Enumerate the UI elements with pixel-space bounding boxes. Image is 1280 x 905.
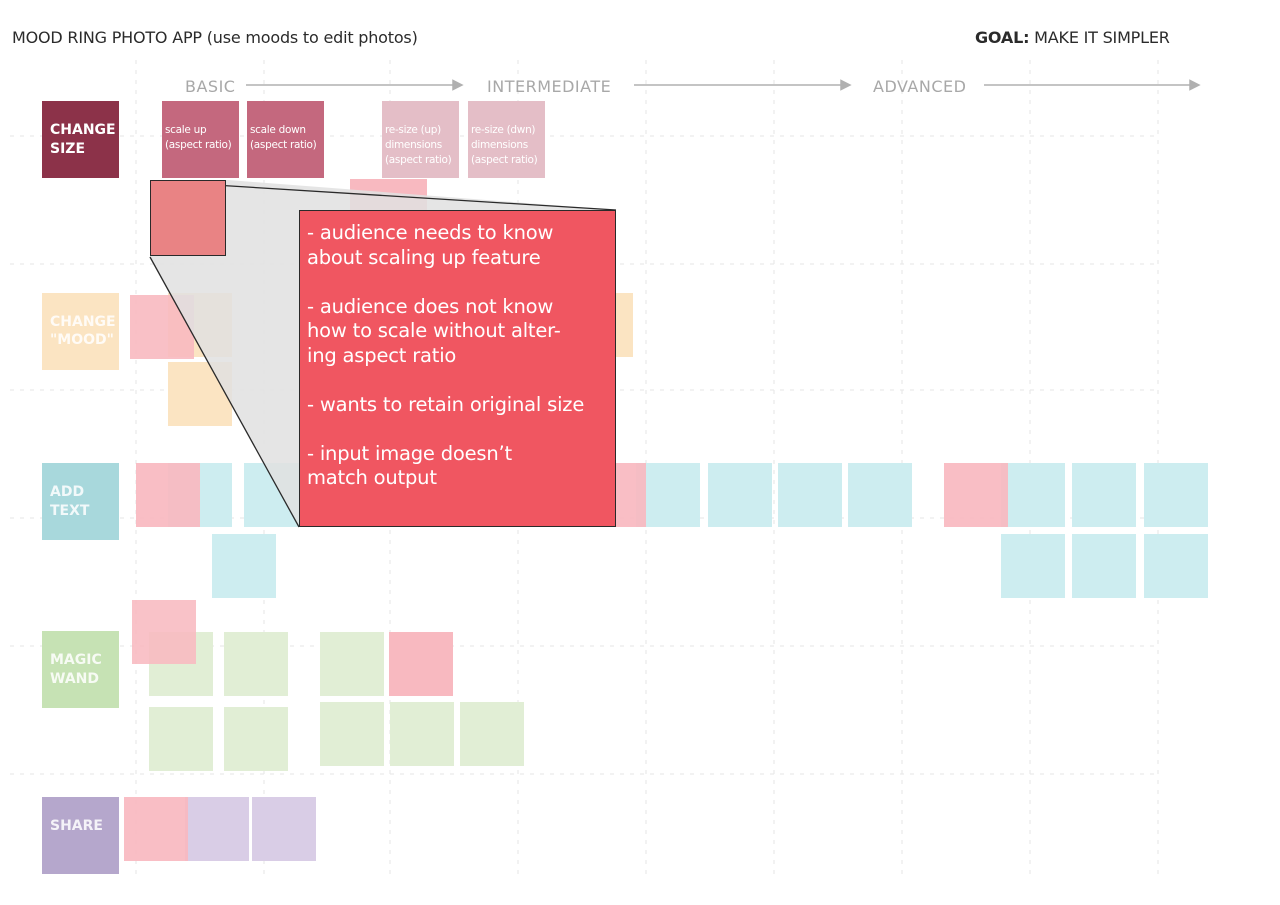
feature-line: (aspect ratio): [385, 154, 452, 166]
row-label-line: CHANGE: [50, 122, 116, 138]
feature-line: re-size (up): [385, 124, 441, 136]
row-label-line: SHARE: [50, 818, 103, 834]
stage-basic: BASIC: [185, 77, 236, 96]
magic-box[interactable]: [320, 702, 384, 766]
magic-box[interactable]: [224, 632, 288, 696]
callout-shading: [150, 180, 616, 527]
insight-line: - audience does not know: [307, 294, 554, 318]
feature-line: dimensions: [385, 139, 442, 151]
text-box[interactable]: [778, 463, 842, 527]
row-label-change-mood[interactable]: CHANGE "MOOD": [42, 293, 119, 370]
row-label-magic-wand[interactable]: MAGIC WAND: [42, 631, 119, 708]
page-title: MOOD RING PHOTO APP (use moods to edit p…: [12, 28, 418, 47]
insight-line: - input image doesn’t: [307, 441, 512, 465]
insight-line: match output: [307, 466, 437, 489]
text-box[interactable]: [1001, 463, 1065, 527]
row-label-line: WAND: [50, 671, 99, 687]
insight-popup: - audience needs to know about scaling u…: [299, 210, 616, 527]
text-box[interactable]: [1144, 534, 1208, 598]
stage-advanced: ADVANCED: [873, 77, 967, 96]
row-label-line: "MOOD": [50, 332, 114, 348]
stage-intermediate: INTERMEDIATE: [487, 77, 612, 96]
pink-marker: [132, 600, 196, 664]
text-box[interactable]: [1072, 463, 1136, 527]
row-label-line: MAGIC: [50, 652, 102, 668]
row-label-share[interactable]: SHARE: [42, 797, 119, 874]
goal-statement: GOAL: MAKE IT SIMPLER: [975, 28, 1170, 47]
magic-box[interactable]: [390, 702, 454, 766]
row-label-line: SIZE: [50, 141, 86, 157]
pink-marker: [389, 632, 453, 696]
insight-line: - audience needs to know: [307, 221, 554, 244]
feature-scale-down[interactable]: scale down (aspect ratio): [247, 101, 324, 178]
text-box[interactable]: [1001, 534, 1065, 598]
row-label-line: CHANGE: [50, 314, 116, 330]
stage-arrows: [246, 79, 1201, 91]
feature-resize-up[interactable]: re-size (up) dimensions (aspect ratio): [382, 101, 459, 178]
callout-line-bottom: [149, 256, 300, 528]
insight-note: - wants to retain original size: [307, 393, 609, 418]
goal-text: MAKE IT SIMPLER: [1029, 28, 1170, 47]
text-box[interactable]: [848, 463, 912, 527]
feature-scale-up[interactable]: scale up (aspect ratio): [162, 101, 239, 178]
pink-marker: [944, 463, 1008, 527]
pink-marker: [136, 463, 200, 527]
row-label-line: ADD: [50, 484, 85, 500]
feature-line: scale down: [250, 124, 306, 136]
highlighted-scale-up-box[interactable]: [150, 180, 226, 256]
magic-box[interactable]: [224, 707, 288, 771]
row-label-add-text[interactable]: ADD TEXT: [42, 463, 119, 540]
feature-line: re-size (dwn): [471, 124, 536, 136]
magic-box[interactable]: [149, 707, 213, 771]
text-box[interactable]: [1072, 534, 1136, 598]
feature-line: dimensions: [471, 139, 528, 151]
feature-line: (aspect ratio): [165, 139, 232, 151]
callout-line-top: [149, 180, 617, 211]
text-box[interactable]: [212, 534, 276, 598]
goal-label: GOAL:: [975, 28, 1030, 47]
magic-box[interactable]: [460, 702, 524, 766]
text-box[interactable]: [636, 463, 700, 527]
insight-note: - input image doesn’t match output: [307, 442, 609, 491]
row-label-change-size[interactable]: CHANGE SIZE: [42, 101, 119, 178]
pink-marker: [124, 797, 188, 861]
text-box[interactable]: [1144, 463, 1208, 527]
share-box[interactable]: [252, 797, 316, 861]
share-box[interactable]: [185, 797, 249, 861]
insight-note: - audience does not know how to scale wi…: [307, 295, 609, 369]
insight-line: about scaling up feature: [307, 245, 541, 269]
magic-box[interactable]: [320, 632, 384, 696]
insight-note: - audience needs to know about scaling u…: [307, 221, 609, 270]
feature-line: (aspect ratio): [250, 139, 317, 151]
row-label-line: TEXT: [50, 503, 90, 519]
feature-line: (aspect ratio): [471, 154, 538, 166]
feature-line: scale up: [165, 124, 207, 136]
pink-marker: [616, 463, 646, 527]
insight-line: how to scale without alter-: [307, 319, 561, 342]
insight-line: - wants to retain original size: [307, 392, 585, 416]
text-box[interactable]: [708, 463, 772, 527]
feature-resize-down[interactable]: re-size (dwn) dimensions (aspect ratio): [468, 101, 545, 178]
insight-line: ing aspect ratio: [307, 343, 457, 367]
